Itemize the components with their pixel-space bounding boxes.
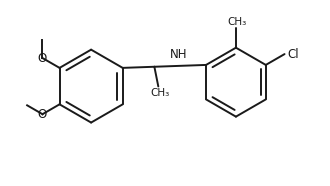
Text: O: O <box>38 52 47 65</box>
Text: NH: NH <box>170 48 187 61</box>
Text: Cl: Cl <box>287 48 299 61</box>
Text: O: O <box>38 108 47 121</box>
Text: CH₃: CH₃ <box>227 17 247 27</box>
Text: CH₃: CH₃ <box>151 88 170 98</box>
